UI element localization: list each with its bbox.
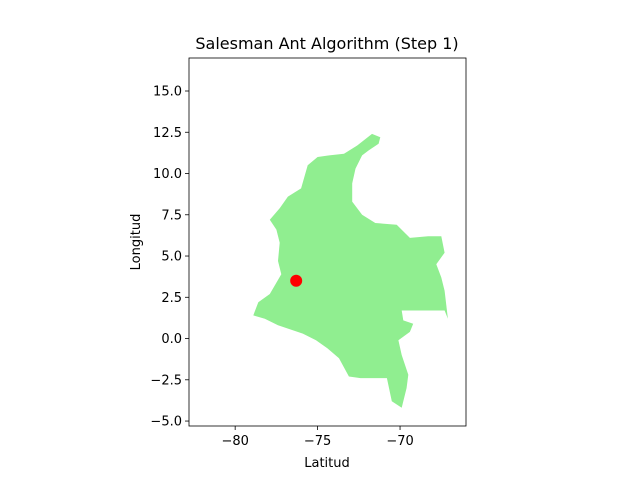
x-tick-label: −80 <box>221 434 248 449</box>
y-tick-label: 15.0 <box>153 85 182 100</box>
y-tick-label: 2.5 <box>161 291 182 306</box>
y-tick-label: 12.5 <box>153 126 182 141</box>
points-layer <box>290 274 303 287</box>
y-tick-label: 7.5 <box>161 208 182 223</box>
x-tick-label: −75 <box>304 434 331 449</box>
y-tick-label: −5.0 <box>150 415 182 430</box>
axes-frame <box>188 57 467 427</box>
y-tick-label: 0.0 <box>161 332 182 347</box>
y-tick-label: 5.0 <box>161 250 182 265</box>
plot-area <box>188 57 467 427</box>
chart-title: Salesman Ant Algorithm (Step 1) <box>195 34 458 53</box>
city-point <box>290 274 303 287</box>
y-axis-ticks: −5.0 −2.5 0.0 2.5 5.0 7.5 10.0 12.5 15.0 <box>150 85 189 430</box>
y-axis-label: Longitud <box>129 214 144 271</box>
x-tick-label: −70 <box>386 434 413 449</box>
y-tick-label: −2.5 <box>150 373 182 388</box>
x-axis-ticks: −80 −75 −70 <box>221 426 414 449</box>
country-shape <box>253 133 448 408</box>
y-tick-label: 10.0 <box>153 167 182 182</box>
x-axis-label: Latitud <box>304 456 350 471</box>
